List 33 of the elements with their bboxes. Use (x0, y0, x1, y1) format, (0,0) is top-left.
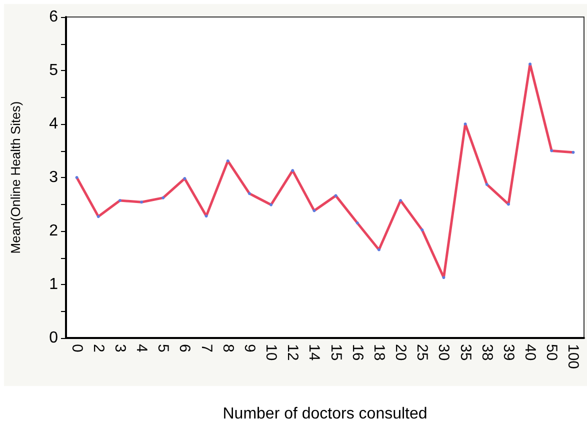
y-tick-label: 2 (49, 222, 58, 240)
x-tick-label: 16 (348, 344, 366, 361)
x-tick-label: 15 (327, 344, 344, 361)
x-tick-label: 7 (198, 344, 215, 352)
x-axis-title: Number of doctors consulted (222, 406, 428, 422)
x-tick-label: 38 (478, 344, 496, 361)
y-tick-label: 5 (49, 62, 58, 79)
x-tick-label: 3 (111, 344, 128, 352)
x-tick-label: 0 (68, 344, 86, 352)
y-tick-label: 3 (49, 169, 58, 186)
y-tick-label: 1 (49, 276, 58, 293)
y-tick-label: 6 (49, 8, 58, 26)
x-tick-label: 5 (154, 344, 172, 352)
x-tick-label: 9 (240, 344, 258, 352)
x-tick-label: 30 (435, 344, 452, 361)
x-tick-label: 40 (522, 344, 539, 361)
x-tick-label: 25 (414, 344, 431, 361)
x-tick-label: 2 (90, 344, 107, 352)
x-tick-label: 6 (176, 344, 194, 352)
y-tick-label: 4 (49, 116, 58, 132)
x-tick-label: 14 (306, 344, 323, 361)
x-tick-label: 50 (543, 344, 560, 361)
x-tick-label: 18 (370, 344, 388, 361)
x-tick-label: 20 (392, 344, 410, 361)
x-tick-label: 35 (456, 344, 474, 361)
x-tick-label: 8 (219, 344, 236, 352)
x-tick-label: 39 (500, 344, 517, 361)
y-axis-title: Mean(Online Health Sites) (8, 101, 23, 254)
x-tick-label: 10 (262, 344, 280, 361)
x-tick-label: 4 (133, 344, 150, 352)
x-tick-label: 100 (564, 344, 582, 370)
line-series (75, 62, 575, 280)
x-tick-label: 12 (284, 344, 302, 361)
